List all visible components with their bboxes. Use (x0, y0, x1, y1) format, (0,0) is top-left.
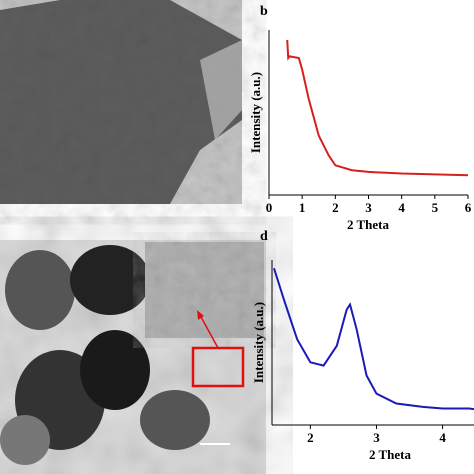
panel-label: d (260, 229, 268, 244)
x-tick-label: 3 (365, 200, 372, 215)
tem-image-a (0, 0, 242, 204)
x-tick-label: 6 (465, 200, 472, 215)
tem-image-c (0, 240, 266, 474)
x-tick-label: 3 (373, 430, 380, 445)
y-axis-label: Intensity (a.u.) (251, 302, 266, 383)
x-tick-label: 1 (299, 200, 306, 215)
x-tick-label: 5 (432, 200, 439, 215)
x-tick-label: 4 (439, 430, 446, 445)
panel-label: b (260, 4, 268, 19)
x-tick-label: 2 (307, 430, 314, 445)
data-line (286, 39, 469, 177)
x-tick-label: 4 (398, 200, 405, 215)
x-axis-label: 2 Theta (369, 447, 412, 462)
x-axis-label: 2 Theta (347, 217, 390, 232)
x-tick-label: 2 (332, 200, 339, 215)
x-tick-label: 0 (266, 200, 273, 215)
data-line (273, 267, 474, 411)
y-axis-label: Intensity (a.u.) (248, 72, 263, 153)
